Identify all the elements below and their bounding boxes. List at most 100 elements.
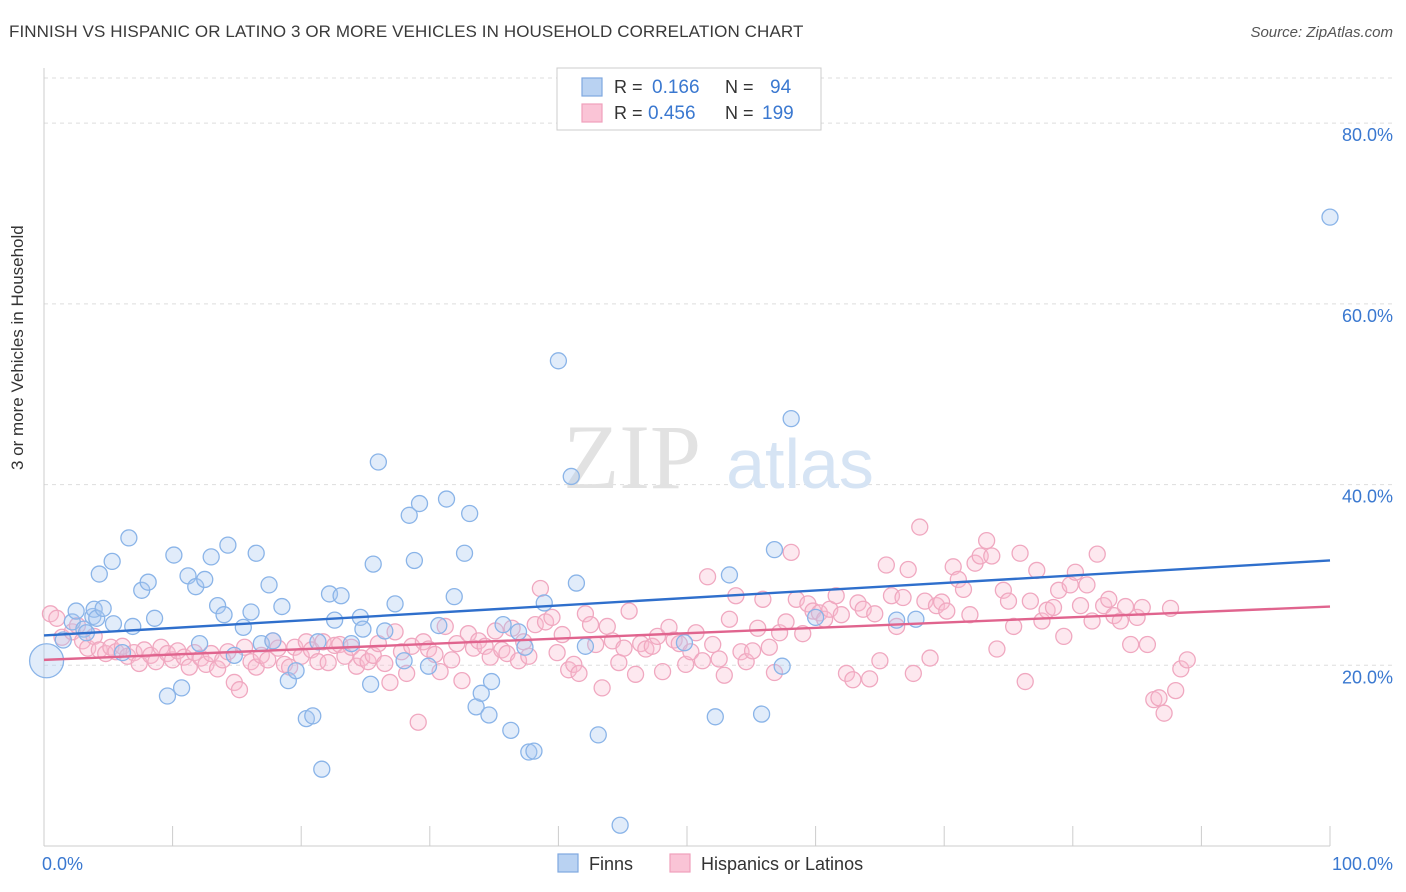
hisp-point — [1055, 627, 1073, 646]
hisp-point — [837, 664, 856, 683]
hisp-point — [737, 653, 755, 671]
hisp-point — [1004, 617, 1023, 636]
hisp-point — [398, 664, 416, 683]
hisp-point — [743, 642, 762, 660]
finns-point — [455, 544, 474, 562]
finns-point — [589, 726, 607, 744]
hisp-point — [1155, 704, 1173, 722]
hisp-point — [436, 617, 454, 636]
x-tick-label: 100.0% — [1332, 854, 1393, 874]
hisp-point — [994, 581, 1013, 599]
hisp-point — [453, 672, 471, 690]
hisp-point — [1100, 590, 1118, 608]
finns-point — [461, 504, 479, 523]
finns-point — [165, 546, 183, 564]
hisp-point — [409, 713, 427, 731]
hisp-point — [866, 605, 884, 623]
legend-n-label-hisp: N = — [725, 103, 754, 123]
hisp-point — [682, 643, 700, 661]
finns-point — [247, 544, 265, 562]
bottom-legend-swatch-hisp — [669, 853, 691, 873]
hisp-point — [999, 592, 1018, 610]
finns-point — [419, 657, 438, 675]
hisp-point — [443, 651, 461, 669]
finns-point — [611, 816, 629, 834]
hisp-point — [911, 518, 929, 536]
finns-point — [139, 573, 157, 591]
hisp-point — [944, 558, 962, 576]
hisp-point — [526, 615, 544, 634]
finns-point — [304, 707, 322, 725]
legend-swatch-hisp — [581, 103, 603, 123]
finns-point — [332, 587, 350, 605]
finns-point — [67, 602, 85, 620]
gridlines — [44, 77, 1392, 666]
hisp-point — [1150, 689, 1168, 707]
hisp-point — [693, 652, 712, 670]
hisp-point — [1044, 598, 1063, 617]
finns-point — [472, 684, 490, 702]
y-tick-label: 40.0% — [1342, 487, 1393, 507]
hisp-point — [871, 652, 889, 670]
finns-point — [567, 574, 586, 592]
finns-point — [437, 490, 456, 508]
hisp-point — [1066, 563, 1085, 581]
hisp-point — [1033, 612, 1051, 630]
hisp-point — [988, 640, 1006, 658]
hisp-point — [1088, 545, 1106, 563]
legend-n-value-hisp: 199 — [762, 103, 794, 124]
watermark: ZIP atlas — [563, 406, 874, 508]
hisp-point — [904, 664, 922, 683]
y-tick-label: 20.0% — [1342, 667, 1393, 687]
finns-point — [361, 675, 380, 693]
hisp-point — [754, 590, 772, 608]
legend-n-label-finns: N = — [725, 77, 754, 97]
finns-point — [187, 578, 205, 596]
watermark-atlas: atlas — [726, 425, 874, 503]
hisp-point — [319, 653, 337, 672]
finns-point — [103, 552, 121, 571]
legend-r-value-hisp: 0.456 — [648, 103, 696, 124]
finns-point — [576, 637, 595, 655]
hisp-point — [543, 608, 561, 627]
hisp-point — [576, 605, 595, 623]
hisp-point — [983, 547, 1001, 565]
hisp-point — [1021, 592, 1040, 610]
finns-point — [494, 615, 512, 634]
finns-point — [196, 570, 214, 589]
finns-point — [364, 555, 382, 573]
chart-title: FINNISH VS HISPANIC OR LATINO 3 OR MORE … — [9, 22, 804, 41]
bottom-legend-label-hisp: Hispanics or Latinos — [701, 854, 863, 874]
hisp-trend-line — [43, 605, 1331, 662]
finns-point — [94, 599, 112, 618]
bottom-legend-swatch-finns — [557, 853, 579, 873]
legend-r-label-hisp: R = — [614, 103, 643, 123]
finns-point — [225, 646, 243, 665]
hisp-point — [887, 617, 906, 636]
finns-point — [782, 409, 800, 428]
finns-point — [325, 611, 344, 629]
finns-point — [120, 529, 138, 547]
hisp-point — [977, 531, 996, 550]
finns-point — [342, 634, 361, 653]
finns-point — [273, 597, 291, 616]
trend-lines — [43, 559, 1331, 662]
hisp-point — [593, 679, 611, 697]
hisp-point — [548, 643, 566, 662]
tick-labels: 20.0% 40.0% 60.0% 80.0% 0.0% 100.0% — [42, 125, 1393, 874]
hisp-point — [961, 606, 979, 624]
hisp-point — [827, 587, 845, 605]
hisp-point — [660, 618, 678, 636]
finns-point — [376, 622, 394, 640]
hisp-point — [520, 647, 538, 665]
hisp-point — [710, 650, 728, 668]
hisp-point — [1172, 660, 1190, 678]
finns-point — [765, 540, 784, 559]
finns-point — [242, 603, 260, 621]
finns-point — [234, 618, 252, 636]
hisp-point — [553, 625, 571, 644]
hisp-point — [932, 593, 951, 611]
finns-point — [720, 566, 739, 584]
finns-point — [445, 587, 463, 606]
